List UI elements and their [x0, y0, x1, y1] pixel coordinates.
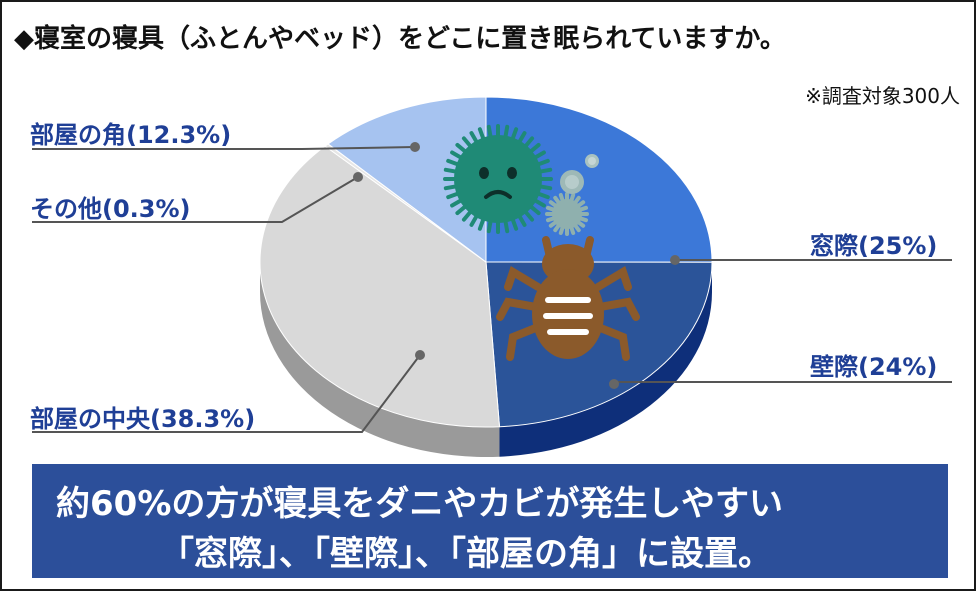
pie-side-room-center: [260, 262, 500, 457]
leader-dot-other: [353, 172, 363, 182]
leader-dot-wall: [609, 379, 619, 389]
label-window: 窓際(25%): [810, 232, 938, 260]
pie-slice-room-corner: [327, 96, 487, 263]
leader-line-room-corner: [32, 146, 416, 150]
tiny-spore-icon: [560, 154, 599, 194]
label-room-center: 部屋の中央(38.3%): [30, 405, 256, 433]
leader-dot-room-corner: [410, 142, 420, 152]
leader-dot-room-center: [415, 350, 425, 360]
summary-banner: 約60%の方が寝具をダニやカビが発生しやすい 「窓際」、「壁際」、「部屋の角」に…: [32, 464, 948, 578]
mold-spore-icon: [443, 124, 553, 234]
page-title: ◆寝室の寝具（ふとんやベッド）をどこに置き眠られていますか。: [14, 24, 786, 54]
leader-line-other: [32, 176, 359, 223]
pie-slice-room-center: [259, 145, 501, 428]
leader-dot-window: [670, 255, 680, 265]
dust-mite-icon: [496, 236, 640, 361]
leader-line-room-center: [32, 354, 421, 433]
pie-side-wall: [499, 262, 712, 457]
label-room-corner: 部屋の角(12.3%): [30, 121, 232, 149]
label-leader-lines: [32, 142, 952, 433]
summary-line-1: 約60%の方が寝具をダニやカビが発生しやすい: [56, 484, 784, 524]
pie-slice-window: [485, 96, 713, 263]
summary-line-2: 「窓際」、「壁際」、「部屋の角」に設置。: [160, 534, 772, 574]
survey-note: ※調査対象300人: [805, 84, 960, 108]
small-spore-icon: [545, 192, 589, 236]
label-other: その他(0.3%): [30, 195, 191, 223]
label-wall: 壁際(24%): [810, 353, 938, 381]
